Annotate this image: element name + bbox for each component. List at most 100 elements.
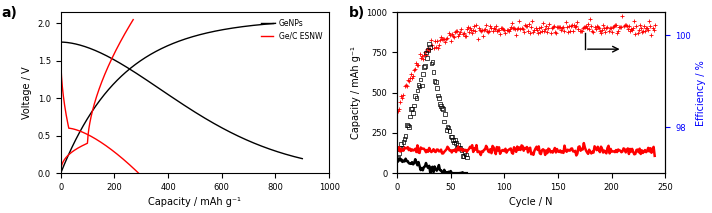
Point [446, 32, 458, 36]
Y-axis label: Voltage / V: Voltage / V [22, 66, 32, 119]
Point [543, 26, 554, 29]
Point [458, 154, 469, 158]
Point [483, 29, 495, 33]
Point [562, 30, 573, 34]
Point [627, 26, 639, 30]
Point [433, 43, 444, 47]
Point [570, 24, 582, 27]
Point [612, 31, 623, 34]
Point [454, 147, 465, 150]
Point [431, 40, 442, 43]
Point [400, 134, 412, 138]
Point [568, 23, 580, 27]
Point [449, 30, 461, 34]
Point [629, 33, 641, 36]
Point [547, 26, 558, 29]
Point [396, 142, 407, 146]
Point [457, 32, 468, 36]
Point [449, 35, 460, 38]
Point [485, 25, 496, 28]
Point [439, 120, 450, 123]
Point [471, 24, 482, 27]
Point [494, 32, 506, 35]
Point [451, 147, 463, 150]
Point [606, 30, 617, 34]
Point [405, 72, 417, 75]
Point [416, 54, 427, 58]
Point [457, 154, 468, 157]
Point [403, 126, 414, 129]
Point [597, 28, 608, 31]
Point [426, 60, 438, 63]
Point [476, 28, 488, 31]
Point [405, 107, 417, 111]
Point [401, 85, 412, 88]
Point [404, 77, 416, 80]
Point [419, 64, 431, 68]
Point [572, 20, 583, 24]
Point [407, 111, 419, 115]
Point [531, 28, 543, 32]
Point [491, 30, 503, 33]
Point [429, 79, 440, 83]
Point [517, 27, 528, 30]
Point [612, 30, 624, 33]
Point [565, 24, 577, 27]
Point [559, 29, 570, 32]
Point [525, 25, 537, 28]
Point [638, 24, 649, 28]
Point [646, 33, 657, 36]
Point [500, 32, 511, 35]
Point [529, 29, 540, 32]
Point [409, 94, 421, 98]
Point [398, 93, 409, 96]
Point [560, 20, 571, 24]
Point [412, 64, 423, 67]
Point [445, 135, 456, 138]
Point [413, 64, 424, 67]
Point [439, 37, 450, 41]
Point [428, 46, 439, 49]
Point [496, 26, 508, 30]
Point [437, 37, 449, 41]
Point [470, 29, 481, 32]
Point [595, 31, 607, 35]
Point [607, 25, 619, 29]
Point [602, 25, 613, 29]
Point [566, 23, 577, 26]
Point [409, 68, 421, 71]
Point [496, 26, 507, 30]
Point [561, 25, 572, 28]
Point [518, 30, 530, 34]
Point [446, 136, 458, 139]
Point [553, 26, 565, 29]
Point [456, 148, 467, 151]
Point [415, 78, 426, 81]
Point [540, 24, 552, 27]
Point [490, 24, 501, 28]
Point [593, 27, 604, 30]
Point [532, 32, 543, 35]
Point [632, 32, 643, 35]
Point [548, 24, 560, 27]
Point [418, 54, 429, 57]
Point [481, 30, 493, 33]
Point [394, 147, 406, 150]
Point [402, 79, 414, 82]
Point [437, 107, 449, 111]
Point [434, 102, 446, 105]
Point [441, 38, 452, 41]
Point [507, 26, 518, 30]
Point [521, 24, 533, 28]
Point [516, 26, 528, 29]
Point [447, 139, 459, 142]
Point [441, 36, 453, 40]
Point [511, 27, 523, 30]
Point [426, 38, 437, 42]
Point [435, 36, 446, 39]
Point [525, 31, 536, 35]
Point [431, 86, 442, 90]
Point [505, 26, 516, 29]
Point [466, 28, 477, 32]
Point [553, 26, 564, 29]
